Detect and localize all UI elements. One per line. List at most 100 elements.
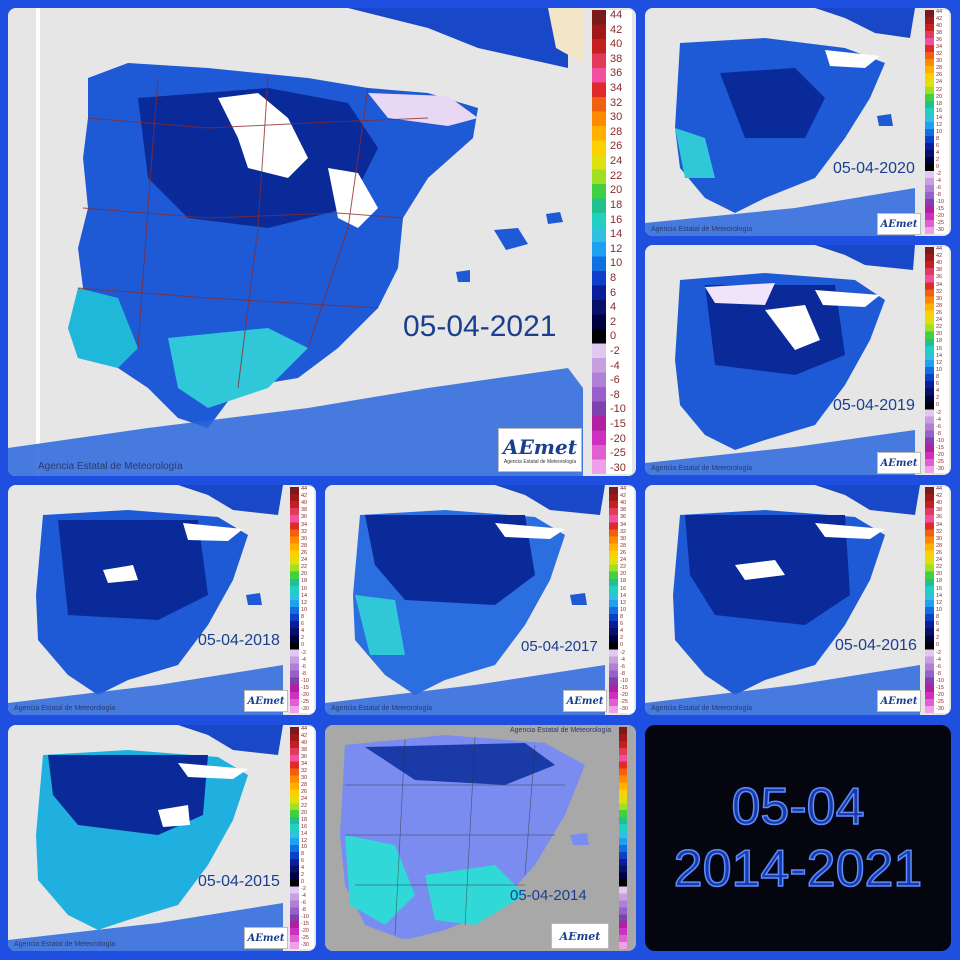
legend-tick-label: -10 xyxy=(301,677,309,684)
map-panel-2015[interactable]: 44 42 40 38 36 34 32 30 28 26 24 22 20 18 16 14 12 10 8 6 4 2… xyxy=(8,725,316,951)
legend-tick-label: 22 xyxy=(936,564,943,571)
legend-tick-label: -2 xyxy=(620,649,625,656)
legend-tick-label: 20 xyxy=(936,331,943,338)
aemet-logo-2017: AEmet xyxy=(563,690,607,712)
legend-tick-label: -2 xyxy=(936,409,941,416)
legend-tick-label: 38 xyxy=(301,507,308,514)
legend-tick-label: 8 xyxy=(610,271,617,284)
legend-tick-label: 4 xyxy=(936,388,940,395)
legend-tick-label: 6 xyxy=(610,286,617,299)
legend-tick-label: 30 xyxy=(301,535,308,542)
legend-tick-label: -30 xyxy=(610,461,626,474)
legend-tick-label: 34 xyxy=(936,44,943,51)
map-panel-2016[interactable]: 44 42 40 38 36 34 32 30 28 26 24 22 20 18 16 14 12 10 8 6 4 2… xyxy=(645,485,951,715)
map-panel-2021[interactable]: 44 42 40 38 36 34 32 30 28 26 24 22 20 18 16 14 12 10 8 6 4 2… xyxy=(8,8,636,476)
map-panel-2020[interactable]: 44 42 40 38 36 34 32 30 28 26 24 22 20 18 16 14 12 10 8 6 4 2… xyxy=(645,8,951,236)
legend-tick-label: -10 xyxy=(301,914,309,921)
legend-tick-label: -4 xyxy=(936,178,941,185)
legend-tick-label: -20 xyxy=(936,692,944,699)
legend-tick-label: 16 xyxy=(936,345,943,352)
legend-tick-label: 38 xyxy=(936,507,943,514)
date-label-2018: 05-04-2018 xyxy=(198,632,280,649)
legend-tick-label: 34 xyxy=(936,281,943,288)
legend-tick-label: -4 xyxy=(936,656,941,663)
legend-ticks: 44 42 40 38 36 34 32 30 28 26 24 22 20 18 16 14 12 10 8 6 4 2… xyxy=(610,10,626,474)
legend-tick-label: 4 xyxy=(936,149,940,156)
legend-tick-label: 40 xyxy=(610,38,623,51)
map-panel-2019[interactable]: 44 42 40 38 36 34 32 30 28 26 24 22 20 18 16 14 12 10 8 6 4 2… xyxy=(645,245,951,475)
legend-tick-label: 30 xyxy=(620,535,627,542)
legend-tick-label: 24 xyxy=(301,795,308,802)
copyright-credit-2014: Agencia Estatal de Meteorología xyxy=(510,727,612,734)
legend-tick-label: 36 xyxy=(610,67,623,80)
legend-tick-label: -20 xyxy=(301,928,309,935)
legend-tick-label: -4 xyxy=(301,656,306,663)
legend-tick-label: -2 xyxy=(301,649,306,656)
legend-tick-label: 0 xyxy=(620,642,624,649)
legend-tick-label: 12 xyxy=(936,121,943,128)
legend-tick-label: 42 xyxy=(620,493,627,500)
legend-ticks: 44 42 40 38 36 34 32 30 28 26 24 22 20 18 16 14 12 10 8 6 4 2… xyxy=(301,486,309,713)
legend-tick-label: 30 xyxy=(610,111,623,124)
map-panel-2018[interactable]: 44 42 40 38 36 34 32 30 28 26 24 22 20 18 16 14 12 10 8 6 4 2… xyxy=(8,485,316,715)
legend-tick-label: 40 xyxy=(936,23,943,30)
legend-tick-label: 32 xyxy=(936,528,943,535)
legend-tick-label: 28 xyxy=(936,542,943,549)
copyright-credit-2018: Agencia Estatal de Meteorología xyxy=(14,705,116,712)
temperature-map-2017 xyxy=(325,485,636,715)
temperature-map-2019 xyxy=(645,245,951,475)
map-panel-2017[interactable]: 44 42 40 38 36 34 32 30 28 26 24 22 20 18 16 14 12 10 8 6 4 2… xyxy=(325,485,636,715)
legend-tick-label: 22 xyxy=(301,802,308,809)
legend-tick-label: 34 xyxy=(620,521,627,528)
legend-tick-label: 10 xyxy=(301,606,308,613)
legend-tick-label: -10 xyxy=(936,199,944,206)
copyright-credit-2019: Agencia Estatal de Meteorología xyxy=(651,465,753,472)
legend-tick-label: 2 xyxy=(620,635,624,642)
legend-tick-label: 26 xyxy=(301,788,308,795)
legend-tick-label: -10 xyxy=(936,437,944,444)
legend-tick-label: 14 xyxy=(610,228,623,241)
legend-tick-label: -15 xyxy=(936,685,944,692)
legend-tick-label: -10 xyxy=(936,677,944,684)
legend-tick-label: 32 xyxy=(301,767,308,774)
legend-tick-label: 2 xyxy=(301,635,305,642)
legend-tick-label: 38 xyxy=(610,52,623,65)
legend-tick-label: 26 xyxy=(301,549,308,556)
legend-ticks: 44 42 40 38 36 34 32 30 28 26 24 22 20 18 16 14 12 10 8 6 4 2… xyxy=(936,9,944,234)
legend-tick-label: 18 xyxy=(936,338,943,345)
legend-tick-label: 14 xyxy=(301,592,308,599)
legend-tick-label: 40 xyxy=(936,260,943,267)
legend-tick-label: -20 xyxy=(610,432,626,445)
legend-tick-label: 16 xyxy=(620,585,627,592)
legend-tick-label: 16 xyxy=(301,585,308,592)
map-panel-2014[interactable]: 05-04-2014 AEmet Agencia Estatal de Mete… xyxy=(325,725,636,951)
legend-tick-label: 8 xyxy=(936,373,940,380)
legend-tick-label: 42 xyxy=(936,493,943,500)
legend-tick-label: 34 xyxy=(301,760,308,767)
legend-tick-label: 10 xyxy=(936,366,943,373)
legend-color-bar xyxy=(592,10,606,474)
legend-tick-label: 26 xyxy=(936,309,943,316)
legend-tick-label: 16 xyxy=(936,585,943,592)
aemet-logo-2020: AEmet xyxy=(877,213,921,235)
legend-tick-label: -2 xyxy=(936,649,941,656)
legend-tick-label: 18 xyxy=(620,578,627,585)
legend-tick-label: 42 xyxy=(936,253,943,260)
legend-tick-label: 2 xyxy=(301,872,305,879)
legend-tick-label: 2 xyxy=(936,156,940,163)
legend-tick-label: -6 xyxy=(610,374,620,387)
legend-tick-label: 36 xyxy=(936,274,943,281)
copyright-credit-2017: Agencia Estatal de Meteorología xyxy=(331,705,433,712)
legend-tick-label: 30 xyxy=(936,535,943,542)
legend-tick-label: 20 xyxy=(936,571,943,578)
legend-tick-label: 14 xyxy=(936,592,943,599)
legend-tick-label: 30 xyxy=(301,774,308,781)
legend-tick-label: 0 xyxy=(610,330,617,343)
legend-tick-label: 14 xyxy=(936,114,943,121)
legend-tick-label: -8 xyxy=(620,670,625,677)
legend-tick-label: 8 xyxy=(936,613,940,620)
date-label-2014: 05-04-2014 xyxy=(510,887,587,904)
legend-tick-label: 40 xyxy=(936,500,943,507)
legend-tick-label: -25 xyxy=(301,935,309,942)
legend-tick-label: -2 xyxy=(610,345,620,358)
